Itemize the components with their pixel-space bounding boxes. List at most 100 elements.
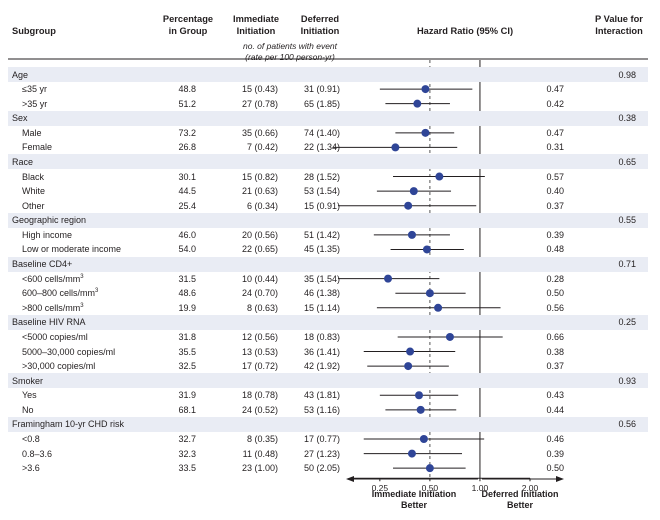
subgroup-label: >3.6 [22, 463, 40, 474]
percentage-value: 48.6 [178, 288, 196, 299]
hr-marker [413, 99, 422, 108]
table-row: White 44.5 21 (0.63) 53 (1.54) 0.40 [0, 184, 660, 198]
subgroup-label: White [22, 186, 46, 197]
hr-value: 0.50 [546, 463, 564, 474]
percentage-value: 51.2 [178, 98, 196, 109]
percentage-value: 54.0 [178, 244, 196, 255]
table-row: <600 cells/mm3 31.5 10 (0.44) 35 (1.54) 0.28 [0, 272, 660, 286]
group-row: Baseline CD4+ 0.71 [0, 257, 660, 271]
header-percentage-line2: in Group [168, 26, 208, 36]
subgroup-label: High income [22, 229, 73, 240]
header-deferred-line2: Initiation [300, 26, 340, 36]
immediate-value: 21 (0.63) [241, 186, 278, 197]
hr-value: 0.47 [546, 127, 564, 138]
group-band [8, 212, 648, 228]
percentage-value: 32.7 [178, 434, 196, 444]
header-p-line1: P Value for [595, 14, 643, 24]
hr-marker [416, 405, 425, 414]
hr-marker [407, 449, 416, 458]
header-percentage: Percentage in Group [150, 13, 226, 37]
group-label: Baseline HIV RNA [12, 317, 86, 328]
subgroup-label: 5000–30,000 copies/ml [22, 346, 116, 357]
hr-marker [384, 274, 393, 283]
header-deferred-line1: Deferred [300, 14, 340, 24]
hr-marker [434, 303, 443, 312]
hr-value: 0.56 [546, 302, 564, 313]
hr-marker [406, 347, 415, 356]
group-band [8, 256, 648, 272]
table-row: 0.8–3.6 32.3 11 (0.48) 27 (1.23) 0.39 [0, 447, 660, 461]
deferred-value: 35 (1.54) [303, 273, 340, 284]
subgroup-label: <600 cells/mm3 [22, 273, 84, 284]
subgroup-label: Low or moderate income [22, 244, 122, 255]
hr-value: 0.47 [546, 84, 564, 95]
percentage-value: 33.5 [178, 463, 196, 474]
x-tick-label: 1.00 [471, 483, 489, 494]
subgroup-label: Other [22, 200, 45, 211]
table-row: >800 cells/mm3 19.9 8 (0.63) 15 (1.14) 0.56 [0, 301, 660, 315]
percentage-value: 19.9 [178, 302, 196, 313]
deferred-value: 51 (1.42) [303, 229, 340, 240]
label-deferred-better: Deferred Initiation Better [470, 489, 570, 511]
subgroup-label: Black [22, 171, 45, 182]
deferred-value: 43 (1.81) [303, 390, 340, 401]
hr-value: 0.50 [546, 288, 564, 299]
percentage-value: 35.5 [178, 346, 196, 357]
subgroup-label: No [22, 404, 34, 415]
immediate-value: 11 (0.48) [242, 448, 278, 459]
header-p-line2: Interaction [595, 26, 643, 36]
header-p-interaction: P Value for Interaction [586, 13, 652, 37]
events-note-line1: no. of patients with event [242, 41, 338, 51]
group-label: Geographic region [12, 215, 87, 226]
hr-marker [407, 230, 416, 239]
hr-value: 0.57 [546, 171, 564, 182]
hr-value: 0.48 [546, 244, 564, 255]
percentage-value: 31.8 [178, 331, 196, 342]
label-immediate-line2: Better [400, 500, 427, 510]
group-band [8, 373, 648, 389]
header-percentage-line1: Percentage [162, 14, 214, 24]
subgroup-label: <0.8 [22, 434, 40, 444]
hr-marker [421, 128, 430, 137]
group-row: Smoker 0.93 [0, 374, 660, 388]
immediate-value: 23 (1.00) [241, 463, 278, 474]
immediate-value: 35 (0.66) [241, 127, 278, 138]
hr-value: 0.37 [546, 361, 564, 372]
immediate-value: 15 (0.82) [241, 171, 278, 182]
percentage-value: 31.9 [178, 390, 196, 401]
subgroup-label: 0.8–3.6 [22, 448, 53, 459]
p-interaction: 0.55 [618, 215, 636, 226]
hr-marker [445, 332, 454, 341]
subgroup-label: >30,000 copies/ml [22, 361, 96, 372]
header-hazard-ratio: Hazard Ratio (95% CI) [416, 26, 514, 36]
arrow-left-icon [346, 476, 354, 482]
hr-value: 0.39 [546, 229, 564, 240]
deferred-value: 31 (0.91) [303, 84, 340, 95]
group-row: Geographic region 0.55 [0, 213, 660, 227]
percentage-value: 48.8 [178, 84, 196, 95]
hr-value: 0.40 [546, 186, 564, 197]
group-label: Baseline CD4+ [12, 259, 73, 270]
table-row: No 68.1 24 (0.52) 53 (1.16) 0.44 [0, 403, 660, 417]
table-row: Yes 31.9 18 (0.78) 43 (1.81) 0.43 [0, 388, 660, 402]
percentage-value: 30.1 [178, 171, 196, 182]
table-row: ≤35 yr 48.8 15 (0.43) 31 (0.91) 0.47 [0, 82, 660, 96]
deferred-value: 50 (2.05) [303, 463, 340, 474]
hr-marker [435, 172, 444, 181]
percentage-value: 68.1 [178, 404, 196, 415]
events-note-line2: (rate per 100 person-yr) [245, 52, 335, 62]
p-interaction: 0.93 [618, 375, 636, 386]
immediate-value: 27 (0.78) [241, 98, 278, 109]
deferred-value: 74 (1.40) [303, 127, 340, 138]
table-row: Other 25.4 6 (0.34) 15 (0.91) 0.37 [0, 199, 660, 213]
hr-value: 0.46 [546, 434, 564, 444]
immediate-value: 17 (0.72) [241, 361, 278, 372]
percentage-value: 46.0 [178, 229, 196, 240]
deferred-value: 46 (1.38) [303, 288, 340, 299]
p-interaction: 0.98 [618, 69, 636, 80]
immediate-value: 13 (0.53) [241, 346, 278, 357]
subgroup-label: Male [22, 127, 42, 138]
subgroup-label: >35 yr [22, 98, 48, 109]
hr-marker [415, 391, 424, 400]
